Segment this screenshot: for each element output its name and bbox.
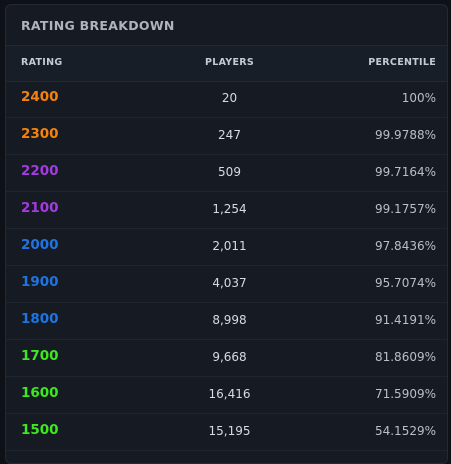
table-row: 2000 2,011 97.8436% bbox=[6, 228, 447, 266]
percentile-cell: 91.4191% bbox=[374, 313, 436, 327]
table-header: RATING PLAYERS PERCENTILE bbox=[6, 45, 447, 82]
players-cell: 16,416 bbox=[208, 387, 251, 401]
header-cell: PERCENTILE bbox=[368, 57, 436, 68]
panel-title: RATING BREAKDOWN bbox=[21, 18, 175, 33]
players-cell: 8,998 bbox=[212, 313, 247, 327]
players-cell: 1,254 bbox=[212, 202, 247, 216]
rating-cell: 2000 bbox=[21, 237, 59, 253]
table-row: 2100 1,254 99.1757% bbox=[6, 191, 447, 229]
percentile-cell: 54.1529% bbox=[374, 424, 436, 438]
header-cell: PLAYERS bbox=[204, 57, 255, 68]
percentile-cell: 99.9788% bbox=[374, 128, 436, 142]
rating-cell: 2200 bbox=[21, 163, 59, 179]
table-row: 2400 20 100% bbox=[6, 80, 447, 118]
players-cell: 247 bbox=[218, 128, 241, 142]
table-row: 2300 247 99.9788% bbox=[6, 117, 447, 155]
percentile-cell: 81.8609% bbox=[374, 350, 436, 364]
players-cell: 509 bbox=[218, 165, 241, 179]
rating-cell: 1600 bbox=[21, 385, 59, 401]
table-row: 2200 509 99.7164% bbox=[6, 154, 447, 192]
percentile-cell: 99.7164% bbox=[374, 165, 436, 179]
players-cell: 2,011 bbox=[212, 239, 247, 253]
percentile-cell: 71.5909% bbox=[374, 387, 436, 401]
header-cell: RATING bbox=[21, 57, 63, 68]
rating-cell: 1700 bbox=[21, 348, 59, 364]
table-row: 1500 15,195 54.1529% bbox=[6, 413, 447, 451]
table-row: 1700 9,668 81.8609% bbox=[6, 339, 447, 377]
players-cell: 20 bbox=[221, 91, 238, 105]
rating-cell: 1800 bbox=[21, 311, 59, 327]
percentile-cell: 99.1757% bbox=[374, 202, 436, 216]
players-cell: 4,037 bbox=[212, 276, 247, 290]
percentile-cell: 100% bbox=[401, 91, 436, 105]
players-cell: 15,195 bbox=[208, 424, 251, 438]
table-row: 1800 8,998 91.4191% bbox=[6, 302, 447, 340]
table-row: 1600 16,416 71.5909% bbox=[6, 376, 447, 414]
table-row: 1900 4,037 95.7074% bbox=[6, 265, 447, 303]
rating-cell: 2100 bbox=[21, 200, 59, 216]
percentile-cell: 95.7074% bbox=[374, 276, 436, 290]
page: {"title": "RATING BREAKDOWN", "table": {… bbox=[5, 4, 448, 464]
rating-cell: 2400 bbox=[21, 89, 59, 105]
rating-cell: 1900 bbox=[21, 274, 59, 290]
rating-cell: 1500 bbox=[21, 422, 59, 438]
players-cell: 9,668 bbox=[212, 350, 247, 364]
rating-panel: RATING BREAKDOWN RATING PLAYERS PERCENTI… bbox=[5, 4, 448, 464]
rating-cell: 2300 bbox=[21, 126, 59, 142]
percentile-cell: 97.8436% bbox=[374, 239, 436, 253]
